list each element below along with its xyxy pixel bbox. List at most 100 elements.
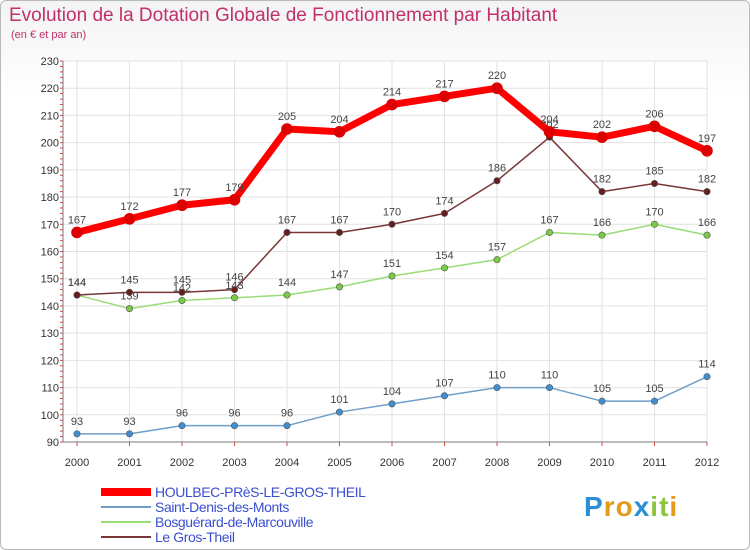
legend-label: Le Gros-Theil [155,529,235,545]
x-tick-label: 2011 [643,457,667,469]
data-label: 101 [330,394,348,406]
data-label: 167 [278,214,296,226]
data-label: 167 [330,214,348,226]
data-point [440,392,448,400]
legend-swatch [101,488,151,496]
data-label: 144 [278,277,296,289]
data-label: 182 [698,174,716,186]
data-label: 185 [645,165,663,177]
data-label: 114 [698,359,716,371]
data-label: 110 [488,370,506,382]
brand-letter: x [633,491,651,522]
y-tick-label: 170 [41,219,59,231]
data-point [598,231,606,239]
data-point [493,177,501,185]
data-point [388,272,396,280]
legend-swatch [101,506,151,508]
data-point [283,291,291,299]
data-point [73,430,81,438]
data-point [440,209,448,217]
data-label: 146 [225,272,243,284]
data-point [281,123,293,135]
data-label: 167 [540,214,558,226]
x-tick-label: 2009 [537,457,561,469]
data-label: 145 [120,274,138,286]
x-tick-label: 2012 [695,457,719,469]
legend-swatch [101,536,151,538]
data-label: 104 [383,386,401,398]
data-point [543,125,556,138]
data-label: 96 [228,408,240,420]
data-label: 205 [278,111,296,123]
y-tick-label: 90 [47,437,59,449]
x-tick-label: 2001 [117,457,141,469]
data-point [493,384,501,392]
data-label: 110 [541,370,559,382]
y-tick-label: 230 [41,56,59,68]
data-label: 166 [593,217,611,229]
brand-letter: r [603,491,616,522]
data-label: 157 [488,242,506,254]
y-tick-label: 210 [41,110,59,122]
data-point [335,228,343,236]
data-point [178,288,186,296]
x-tick-label: 2006 [380,457,404,469]
data-point [126,288,134,296]
brand-letter: t [659,491,670,522]
data-label: 179 [225,182,243,194]
y-tick-label: 130 [41,328,59,340]
data-label: 170 [383,206,401,218]
data-point [440,264,448,272]
data-label: 147 [330,269,348,281]
data-label: 93 [71,416,83,428]
y-tick-label: 140 [41,301,59,313]
data-point [126,430,134,438]
y-tick-label: 180 [41,192,59,204]
data-label: 144 [68,277,86,289]
data-label: 167 [68,214,86,226]
y-tick-label: 190 [41,165,59,177]
x-tick-label: 2003 [222,457,246,469]
x-tick-label: 2005 [327,457,351,469]
data-label: 105 [645,383,663,395]
data-label: 204 [330,114,348,126]
data-point [176,199,188,212]
data-point [333,125,346,138]
y-tick-label: 100 [41,410,59,422]
data-label: 96 [281,408,293,420]
data-point [648,120,661,133]
legend-label: Saint-Denis-des-Monts [155,499,289,515]
data-point [231,286,239,294]
data-label: 151 [383,258,401,270]
data-point [178,296,186,304]
data-label: 214 [383,87,401,99]
data-point [650,220,658,228]
data-point [231,422,239,430]
y-tick-label: 120 [41,355,59,367]
data-point [231,294,239,302]
y-tick-label: 150 [41,274,59,286]
chart-title: Evolution de la Dotation Globale de Fonc… [9,5,558,26]
brand-letter: o [615,491,634,522]
data-point [335,283,343,291]
x-tick-label: 2002 [170,457,194,469]
data-point [178,422,186,430]
chart-subtitle: (en € et par an) [11,29,87,41]
data-point [650,397,658,405]
data-label: 107 [435,378,453,390]
data-point [73,291,81,299]
data-point [491,82,503,95]
data-label: 220 [488,70,506,82]
data-label: 174 [435,195,453,207]
data-point [703,188,711,196]
data-label: 154 [435,250,453,262]
legend-swatch [101,521,151,523]
data-label: 182 [593,174,611,186]
data-point [703,231,711,239]
data-label: 166 [698,217,716,229]
legend-label: HOULBEC-PRèS-LE-GROS-THEIL [155,484,366,500]
y-tick-label: 110 [41,383,59,395]
x-tick-label: 2000 [65,457,89,469]
data-label: 144 [68,277,86,289]
